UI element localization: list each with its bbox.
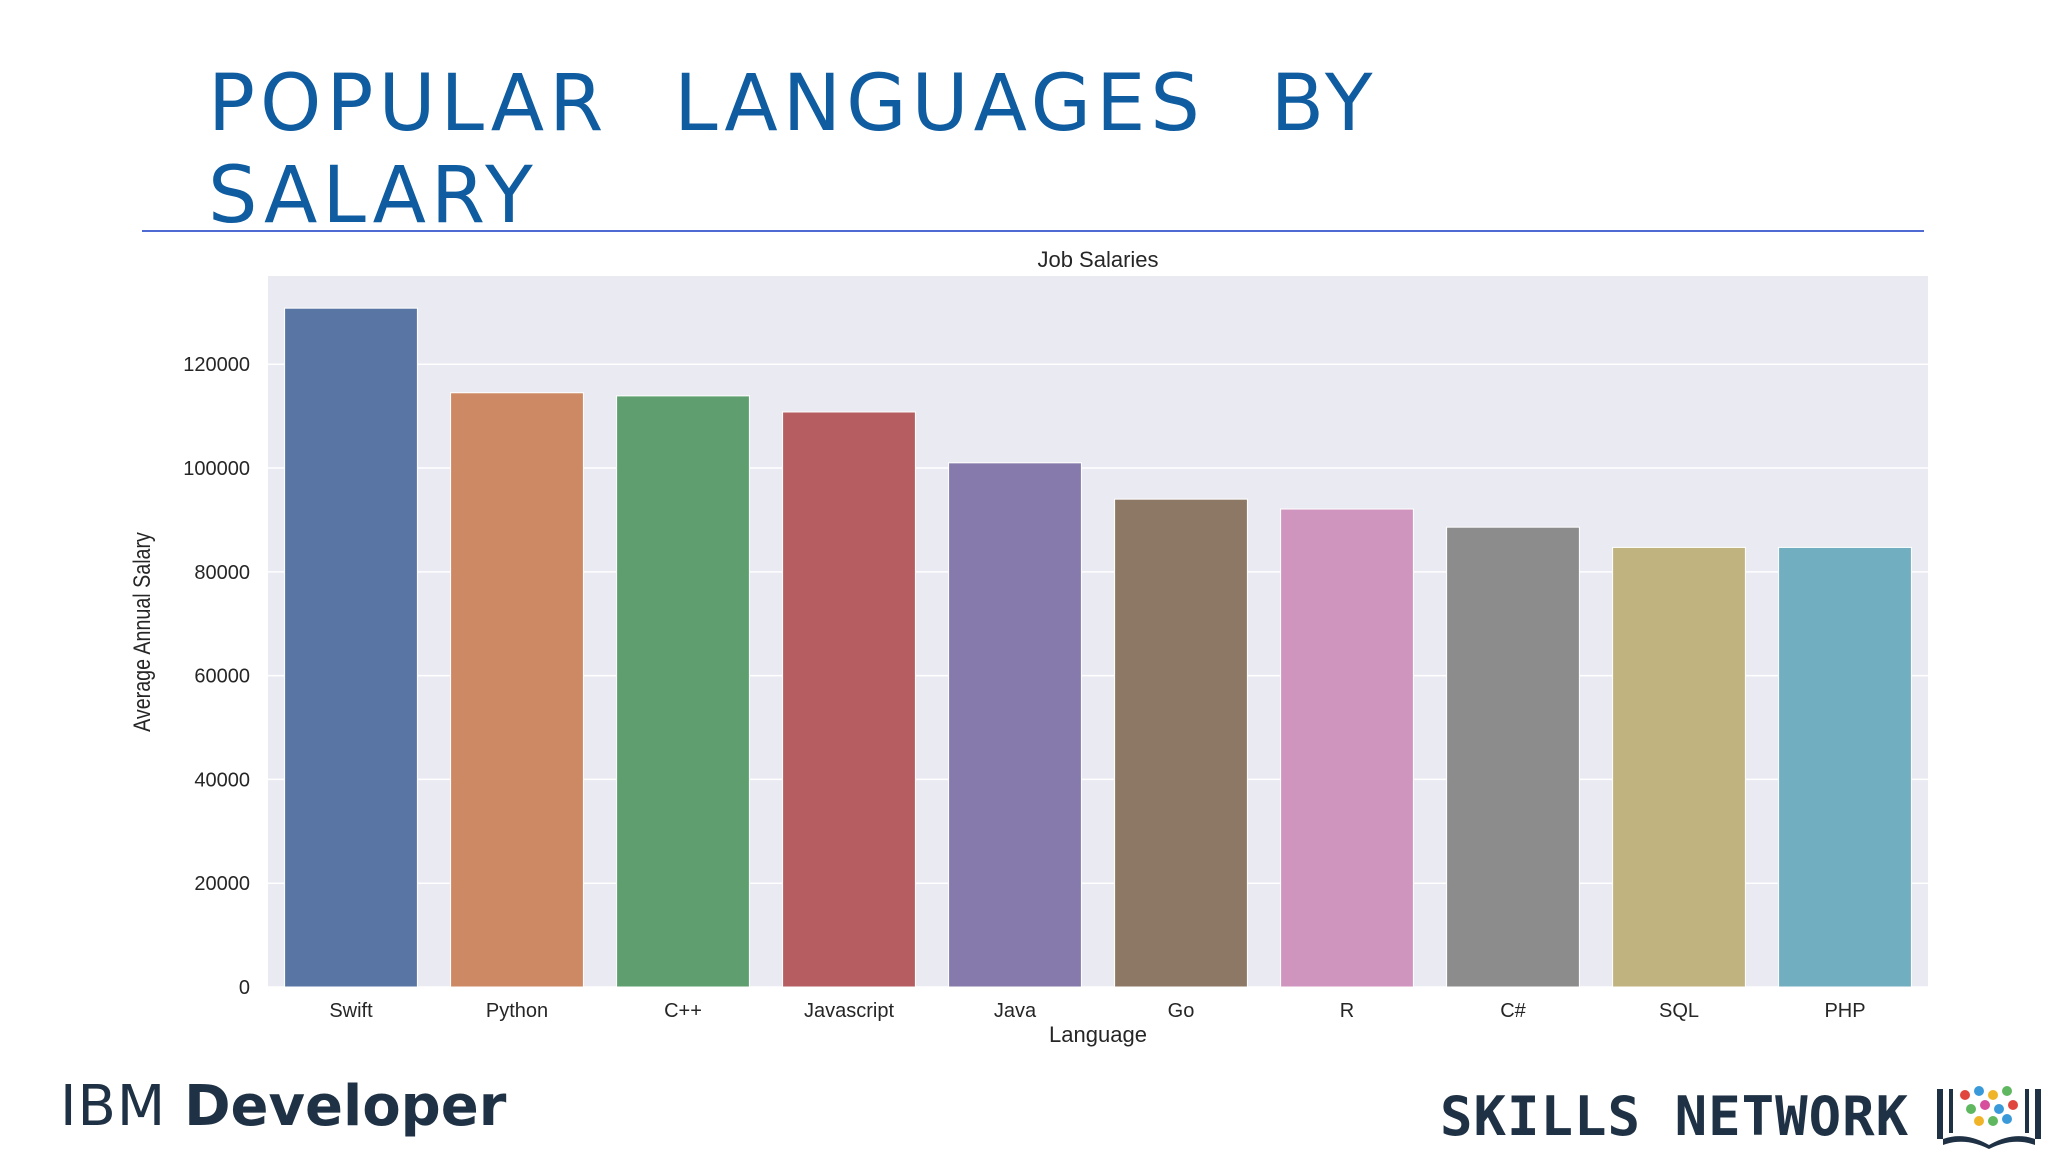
x-tick-label: PHP bbox=[1824, 1000, 1865, 1022]
x-axis-label: Language bbox=[1049, 1022, 1147, 1047]
bar-go bbox=[1114, 498, 1248, 988]
ibm-logo-text: IBM bbox=[60, 1074, 167, 1139]
developer-logo-text: Developer bbox=[184, 1074, 507, 1139]
bar-sql bbox=[1612, 546, 1746, 988]
y-tick-label: 60000 bbox=[194, 666, 250, 688]
chart-title: Job Salaries bbox=[1037, 247, 1158, 272]
x-tick-label: Java bbox=[994, 1000, 1037, 1022]
title-divider bbox=[142, 230, 1924, 232]
x-tick-label: Python bbox=[486, 1000, 548, 1022]
y-tick-label: 0 bbox=[239, 977, 250, 999]
bar-swift bbox=[284, 307, 418, 988]
y-tick-label: 40000 bbox=[194, 769, 250, 791]
x-tick-label: SQL bbox=[1659, 1000, 1699, 1022]
skills-network-logo-text: SKILLS NETWORK bbox=[1440, 1084, 1910, 1148]
y-tick-label: 120000 bbox=[183, 354, 250, 376]
bar-python bbox=[450, 392, 584, 988]
bar-r bbox=[1280, 508, 1414, 988]
y-tick-label: 80000 bbox=[194, 562, 250, 584]
x-tick-label: C++ bbox=[664, 1000, 702, 1022]
y-tick-label: 100000 bbox=[183, 458, 250, 480]
x-tick-label: Swift bbox=[329, 1000, 373, 1022]
x-tick-label: Javascript bbox=[804, 1000, 894, 1022]
skills-network-logo: SKILLS NETWORK bbox=[1440, 1076, 2043, 1152]
bar-javascript bbox=[782, 411, 916, 988]
bar-java bbox=[948, 462, 1082, 988]
slide-title: POPULAR LANGUAGES BY SALARY bbox=[208, 59, 1378, 241]
bar-c bbox=[1446, 526, 1580, 988]
bar-php bbox=[1778, 546, 1912, 988]
y-tick-label: 20000 bbox=[194, 873, 250, 895]
ibm-developer-logo: IBM Developer bbox=[60, 1072, 506, 1142]
x-tick-label: C# bbox=[1500, 1000, 1526, 1022]
book-network-icon bbox=[1937, 1086, 2042, 1149]
y-axis-label: Average Annual Salary bbox=[128, 532, 155, 732]
x-tick-label: R bbox=[1340, 1000, 1354, 1022]
x-tick-label: Go bbox=[1168, 1000, 1195, 1022]
bar-c bbox=[616, 395, 750, 988]
